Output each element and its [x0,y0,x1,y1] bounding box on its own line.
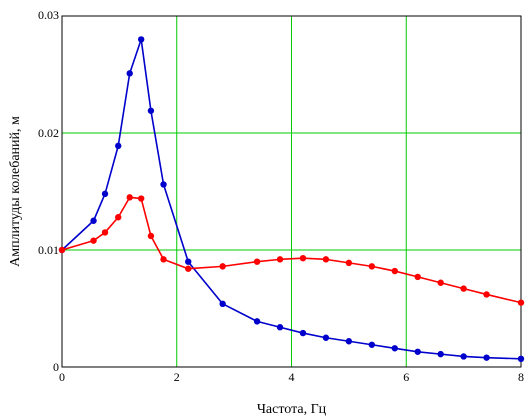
series-1-point [126,70,133,77]
series-1-point [115,142,122,150]
series-2-point [368,263,376,270]
series-1-point [147,107,155,114]
x-tick-label: 0 [59,370,65,384]
series-2-point [115,214,122,221]
x-axis-label: Частота, Гц [257,402,327,417]
y-tick-label: 0.01 [38,243,59,257]
series-2-point [460,285,467,292]
series-1-point [322,334,330,341]
y-axis-label: Амплитуды колебаний, м [8,116,23,267]
series-1-point [414,348,421,355]
series-1-point [460,353,467,360]
series-1-point [101,190,109,198]
series-1-line [61,38,522,360]
series-2-point [126,194,133,201]
series-2-point [58,246,66,254]
series-2-point [147,232,155,240]
data-series [58,36,525,363]
tick-labels: 0 2 4 6 8 0 0.01 0.02 0.03 [38,8,524,384]
series-2-point [160,256,167,263]
series-2-point [101,229,109,236]
series-2-point [391,267,398,275]
x-tick-label: 8 [518,370,524,384]
grid-lines [62,16,521,367]
series-2-point [483,291,490,298]
x-tick-label: 2 [174,370,180,384]
x-tick-label: 4 [289,370,295,384]
series-2-point [345,259,353,267]
series-2-point [322,256,330,263]
series-1-point [483,354,490,361]
plot-frame [61,15,522,368]
series-1-point [345,338,353,345]
series-2-point [219,263,226,270]
y-tick-label: 0 [53,360,59,374]
series-2-point [185,265,192,272]
series-2-line [61,196,522,304]
series-2-point [414,273,421,281]
x-tick-label: 6 [403,370,409,384]
series-1-point [253,318,261,325]
series-1-point [160,181,167,188]
series-1-point [299,329,307,337]
series-2-point [253,258,261,265]
series-2-point [90,237,97,244]
series-2-point [137,195,145,202]
y-tick-label: 0.03 [38,8,59,22]
series-2 [58,194,525,306]
series-1-point [90,217,97,224]
series-1-point [368,341,376,348]
series-1-point [219,300,226,308]
series-1-point [437,350,444,358]
series-1-point [276,324,284,331]
series-1-point [391,345,398,352]
series-2-point [517,299,525,306]
series-1-point [185,258,192,265]
series-1-point [137,36,145,43]
y-tick-label: 0.02 [38,126,59,140]
series-2-point [437,279,444,286]
series-1 [58,36,525,363]
series-2-point [276,256,284,263]
series-2-point [299,254,307,262]
series-1-point [517,355,525,363]
